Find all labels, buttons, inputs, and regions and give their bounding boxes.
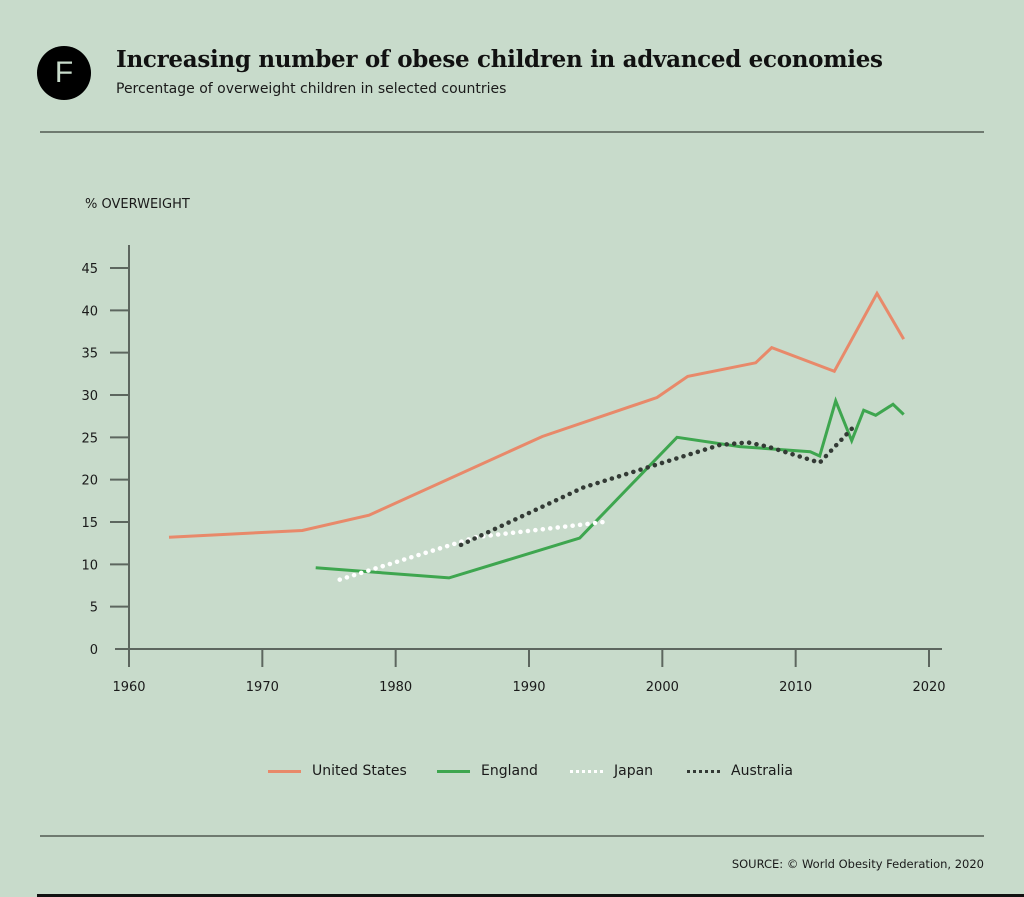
y-tick-label: 20 (81, 474, 98, 489)
legend-swatch-england (437, 769, 470, 773)
line-chart: % OVERWEIGHT 0 5 10 15 20 25 30 35 40 45 1960 1970 1… (81, 197, 945, 695)
x-tick-label: 2010 (779, 680, 812, 695)
x-tick-label: 2000 (646, 680, 679, 695)
y-tick-label: 0 (90, 643, 98, 658)
footer-divider (40, 835, 984, 837)
legend-label: Japan (614, 763, 654, 779)
y-tick-label: 45 (81, 262, 98, 277)
header-divider (40, 131, 984, 133)
y-tick-label: 15 (81, 516, 98, 531)
y-tick-label: 25 (81, 431, 98, 446)
series-australia (458, 422, 858, 548)
bottom-border (37, 894, 1024, 897)
y-tick-label: 35 (81, 347, 98, 362)
line-united-states (168, 290, 905, 539)
y-tick-label: 5 (90, 601, 98, 616)
legend-item-united-states: United States (268, 758, 407, 784)
legend-swatch-australia (687, 769, 720, 773)
x-tick-label: 2020 (912, 680, 945, 695)
line-australia (458, 422, 858, 548)
legend-label: Australia (731, 763, 793, 779)
chart-title: Increasing number of obese children in a… (116, 46, 883, 73)
source-note: SOURCE: © World Obesity Federation, 2020 (731, 857, 984, 871)
series-england (315, 396, 905, 580)
y-tick-label: 40 (81, 304, 98, 319)
chart-subtitle: Percentage of overweight children in sel… (116, 81, 507, 97)
x-tick-label: 1980 (379, 680, 412, 695)
line-england (315, 396, 905, 580)
series-united-states (168, 290, 905, 539)
legend-item-england: England (437, 758, 538, 784)
y-axis-label: % OVERWEIGHT (85, 197, 190, 212)
x-tick-label: 1990 (512, 680, 545, 695)
legend-item-japan: Japan (570, 758, 653, 784)
y-tick-label: 30 (81, 389, 98, 404)
section-badge: F (37, 46, 91, 100)
legend-swatch-japan (570, 769, 603, 773)
x-tick-label: 1970 (246, 680, 279, 695)
legend-item-australia: Australia (687, 758, 793, 784)
legend: United States England Japan Australia (0, 758, 1024, 784)
legend-label: England (481, 763, 538, 779)
legend-label: United States (312, 763, 407, 779)
x-tick-label: 1960 (112, 680, 145, 695)
legend-swatch-united-states (268, 769, 301, 773)
y-tick-label: 10 (81, 558, 98, 573)
